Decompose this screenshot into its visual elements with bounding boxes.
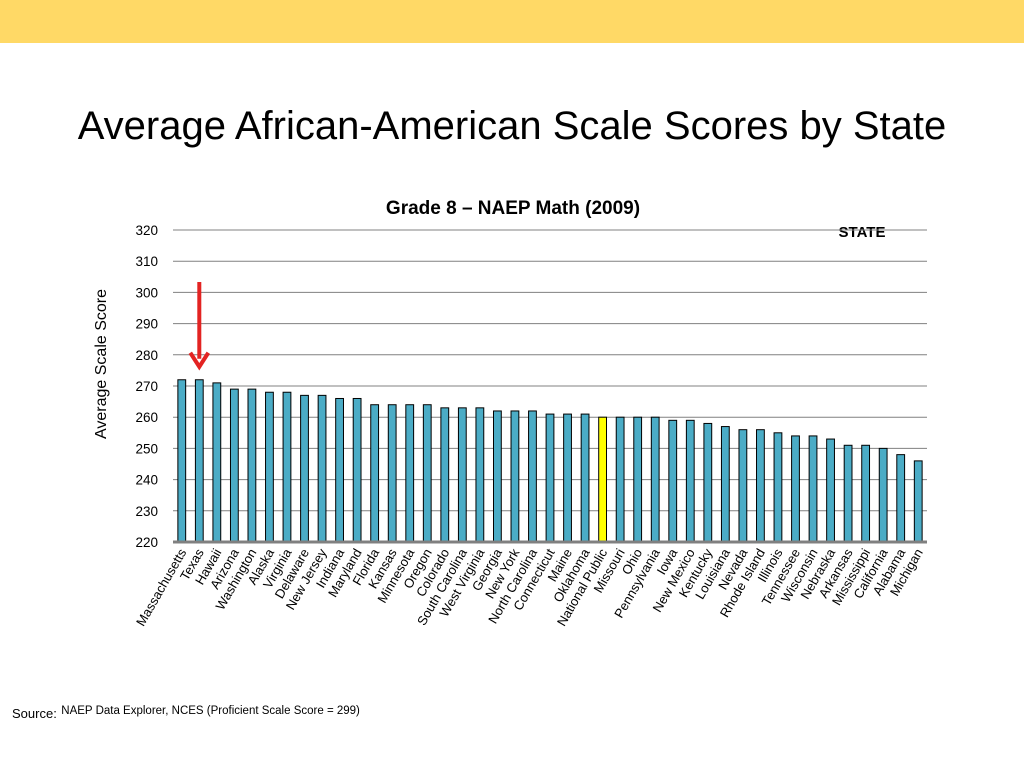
bar-alaska	[265, 391, 274, 543]
bar-michigan	[913, 460, 923, 543]
y-tick-label: 310	[135, 254, 158, 269]
x-tick-labels: MassachusettsTexasHawaiiArizonaWashingto…	[133, 545, 926, 628]
bar-new-mexico	[685, 419, 695, 543]
bar-south-carolina	[457, 407, 467, 543]
y-tick-label: 320	[135, 223, 158, 238]
bar-virginia	[282, 391, 292, 543]
bar-washington	[247, 388, 257, 543]
bar-wisconsin	[808, 435, 818, 543]
y-tick-label: 250	[135, 441, 158, 456]
bar-colorado	[440, 407, 450, 543]
y-axis-label: Average Scale Score	[93, 289, 110, 439]
bar-west-virginia	[475, 407, 485, 543]
source-label: Source:	[12, 706, 57, 721]
y-tick-label: 240	[135, 473, 158, 488]
bar-illinois	[773, 432, 783, 543]
y-tick-labels: 220 230 240 250 260 270 280 290 300 310 320	[135, 223, 158, 550]
bar-maryland	[352, 397, 362, 543]
bar-alabama	[896, 454, 906, 543]
bar-hawaii	[212, 382, 222, 543]
bar-chart: Grade 8 – NAEP Math (2009) STATE Average…	[93, 198, 927, 629]
bar-kansas	[387, 404, 397, 543]
bar-florida	[370, 404, 380, 543]
bar-delaware	[300, 394, 309, 543]
bar-minnesota	[405, 404, 415, 543]
arrow-head	[188, 351, 210, 371]
bar-nebraska	[826, 438, 835, 543]
bar-north-carolina	[528, 410, 537, 543]
bar-california	[878, 447, 888, 543]
bar-missouri	[615, 416, 625, 543]
bar-iowa	[668, 419, 678, 543]
bar-arkansas	[843, 444, 853, 543]
y-tick-label: 300	[135, 285, 158, 300]
bar-connecticut	[545, 413, 555, 543]
top-accent-band	[0, 0, 1024, 43]
y-tick-label: 270	[135, 379, 158, 394]
bar-tennessee	[791, 435, 800, 543]
highlight-arrow	[188, 282, 210, 371]
source-note: Source: NAEP Data Explorer, NCES (Profic…	[12, 705, 360, 723]
bar-new-york	[510, 410, 520, 543]
bar-nevada	[738, 429, 748, 543]
bar-pennsylvania	[650, 416, 660, 543]
bar-kentucky	[703, 422, 713, 543]
bar-massachusetts	[177, 379, 187, 543]
y-tick-label: 220	[135, 535, 158, 550]
bar-new-jersey	[317, 394, 327, 543]
bar-ohio	[633, 416, 643, 543]
y-tick-label: 290	[135, 317, 158, 332]
chart-title: Grade 8 – NAEP Math (2009)	[386, 198, 640, 219]
y-tick-label: 260	[135, 410, 158, 425]
bar-oregon	[422, 404, 432, 543]
bar-arizona	[229, 388, 239, 543]
y-tick-label: 280	[135, 348, 158, 363]
y-tick-label: 230	[135, 504, 158, 519]
bars	[177, 379, 923, 543]
slide-title: Average African-American Scale Scores by…	[77, 104, 947, 148]
bar-louisiana	[720, 426, 730, 543]
bar-indiana	[335, 397, 344, 543]
bar-georgia	[492, 410, 502, 543]
x-tick-label: Massachusetts	[133, 546, 190, 629]
bar-mississippi	[861, 444, 871, 543]
bar-national-public	[598, 416, 608, 543]
bar-rhode-island	[756, 429, 765, 543]
bar-oklahoma	[580, 413, 590, 543]
bar-maine	[563, 413, 572, 543]
source-text: NAEP Data Explorer, NCES (Proficient Sca…	[61, 705, 360, 717]
legend-label: STATE	[839, 224, 886, 241]
bar-texas	[194, 379, 204, 543]
